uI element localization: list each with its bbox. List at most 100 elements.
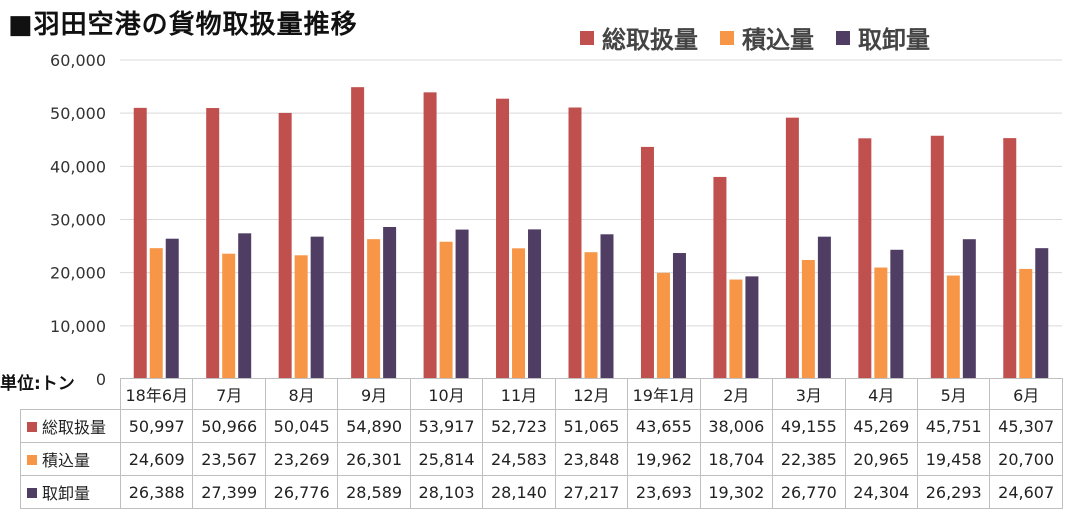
legend-key-icon: [27, 422, 37, 432]
y-tick-label: 10,000: [50, 317, 106, 336]
data-label: 27,399: [192, 475, 266, 509]
legend-item: 総取扱量: [580, 20, 698, 55]
bar-2: [656, 272, 670, 379]
x-tick-label: 9月: [337, 378, 411, 410]
table-row: 総取扱量 50,997 50,966 50,045 54,890 53,917 52,723…: [20, 409, 1063, 443]
data-label: 24,609: [119, 442, 194, 476]
bar-3: [817, 236, 831, 379]
bar-3: [1035, 248, 1049, 379]
x-tick-label: 4月: [844, 378, 918, 410]
bar-2: [1019, 268, 1033, 379]
bar-2: [874, 267, 888, 379]
data-label: 18,704: [699, 442, 774, 476]
x-tick-label: 5月: [916, 378, 991, 410]
x-tick-label: 18年6月: [119, 378, 194, 410]
legend-label: 総取扱量: [602, 26, 698, 54]
bar-1: [206, 108, 220, 380]
legend-item: 積込量: [720, 20, 814, 55]
table-row: 取卸量 26,388 27,399 26,776 28,589 28,103 28,140 2…: [20, 475, 1063, 509]
bar-3: [890, 249, 904, 379]
data-label: 27,217: [554, 475, 629, 509]
bar-1: [1003, 138, 1017, 379]
y-tick-label: 60,000: [50, 51, 106, 70]
data-label: 23,567: [192, 442, 266, 476]
data-label: 26,301: [337, 442, 411, 476]
bar-2: [729, 279, 743, 379]
bar-1: [930, 135, 944, 379]
data-label: 28,103: [409, 475, 484, 509]
bar-3: [962, 239, 976, 379]
legend-label: 積込量: [742, 26, 814, 54]
x-tick-label: 7月: [192, 378, 266, 410]
data-table: 18年6月 7月 8月 9月 10月 11月 12月 19年1月 2月 3月 4月 5月 6月 総取扱量 5…: [20, 378, 1063, 509]
bar-3: [455, 229, 469, 379]
data-label: 45,751: [916, 409, 991, 443]
x-tick-label: 8月: [264, 378, 339, 410]
bar-2: [512, 248, 526, 379]
table-row-header: 取卸量: [20, 475, 121, 509]
bar-2: [801, 259, 815, 379]
table-row-header: 積込量: [20, 442, 121, 476]
legend-swatch: [580, 30, 594, 45]
x-tick-label: 10月: [409, 378, 484, 410]
y-tick-label: 30,000: [50, 211, 106, 230]
data-label: 43,655: [627, 409, 701, 443]
bar-3: [310, 236, 324, 379]
data-label: 25,814: [409, 442, 484, 476]
legend-label: 取卸量: [858, 26, 930, 54]
bar-1: [713, 176, 727, 379]
y-tick-label: 50,000: [50, 104, 106, 123]
bar-1: [568, 107, 582, 379]
data-label: 26,293: [916, 475, 991, 509]
data-label: 28,140: [482, 475, 556, 509]
data-label: 26,776: [264, 475, 339, 509]
legend-key-icon: [27, 455, 37, 465]
bar-1: [640, 146, 654, 379]
data-label: 19,962: [627, 442, 701, 476]
legend-item: 取卸量: [836, 20, 930, 55]
y-tick-label: 40,000: [50, 157, 106, 176]
legend-swatch: [836, 30, 850, 45]
x-tick-label: 11月: [482, 378, 556, 410]
table-corner: [20, 378, 121, 410]
data-label: 20,700: [989, 442, 1063, 476]
legend-swatch: [720, 30, 734, 45]
y-tick-label: 20,000: [50, 264, 106, 283]
data-label: 24,583: [482, 442, 556, 476]
data-label: 38,006: [699, 409, 774, 443]
data-label: 50,966: [192, 409, 266, 443]
bar-2: [439, 241, 453, 379]
data-label: 19,458: [916, 442, 991, 476]
bar-1: [278, 112, 292, 379]
bar-2: [222, 253, 236, 379]
bar-3: [238, 233, 252, 379]
data-label: 20,965: [844, 442, 918, 476]
legend-key-icon: [27, 488, 37, 498]
data-label: 23,693: [627, 475, 701, 509]
bar-3: [165, 238, 179, 379]
data-label: 49,155: [772, 409, 846, 443]
bar-1: [858, 138, 872, 379]
data-label: 23,269: [264, 442, 339, 476]
data-label: 52,723: [482, 409, 556, 443]
bar-1: [785, 117, 799, 380]
data-label: 26,770: [772, 475, 846, 509]
data-label: 26,388: [119, 475, 194, 509]
data-label: 23,848: [554, 442, 629, 476]
bar-3: [600, 234, 614, 379]
data-label: 50,045: [264, 409, 339, 443]
bar-2: [294, 255, 308, 379]
data-label: 22,385: [772, 442, 846, 476]
data-label: 24,607: [989, 475, 1063, 509]
data-label: 28,589: [337, 475, 411, 509]
bar-2: [946, 275, 960, 379]
bar-2: [367, 239, 381, 379]
data-label: 45,269: [844, 409, 918, 443]
chart-title: ■羽田空港の貨物取扱量推移: [8, 10, 358, 40]
data-label: 54,890: [337, 409, 411, 443]
bar-1: [351, 87, 365, 380]
bar-2: [584, 252, 598, 379]
data-label: 19,302: [699, 475, 774, 509]
bar-3: [383, 227, 397, 379]
